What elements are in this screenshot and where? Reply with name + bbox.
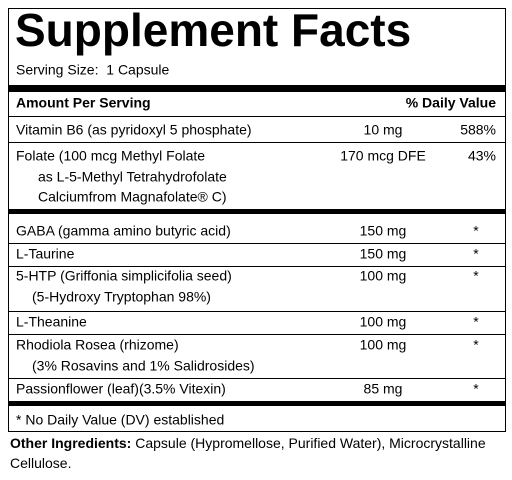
other-ingredients: Other Ingredients: Capsule (Hypromellose… (10, 433, 506, 473)
ingredient-name: GABA (gamma amino butyric acid) (16, 223, 231, 239)
other-text: Capsule (Hypromellose, Purified Water), … (10, 435, 486, 471)
amount: 85 mg (364, 381, 403, 397)
rule (9, 142, 505, 143)
title: Supplement Facts (15, 4, 411, 56)
footnote: * No Daily Value (DV) established (16, 412, 224, 428)
ingredient-name: L-Taurine (16, 246, 75, 262)
dv-label: % Daily Value (406, 95, 496, 111)
daily-value: * (473, 268, 479, 284)
ingredient-name: Folate (100 mcg Methyl Folate (16, 148, 205, 164)
ingredient-name: as L-5-Methyl Tetrahydrofolate (38, 169, 227, 185)
rule (9, 243, 505, 244)
daily-value: * (473, 337, 479, 353)
daily-value: 43% (468, 148, 496, 164)
rule (9, 311, 505, 312)
ingredient-name: (5-Hydroxy Tryptophan 98%) (32, 289, 211, 305)
rule (9, 116, 505, 117)
amount: 150 mg (360, 223, 407, 239)
rule (9, 334, 505, 335)
daily-value: * (473, 314, 479, 330)
rule (9, 401, 505, 406)
ingredient-name: Calciumfrom Magnafolate® C) (38, 189, 227, 205)
amount: 170 mcg DFE (340, 148, 426, 164)
daily-value: * (473, 223, 479, 239)
rule (9, 378, 505, 379)
ingredient-name: L-Theanine (16, 314, 87, 330)
amount: 10 mg (364, 122, 403, 138)
facts-panel: Supplement Facts Serving Size: 1 Capsule… (8, 4, 506, 432)
ingredient-name: Vitamin B6 (as pyridoxyl 5 phosphate) (16, 122, 252, 138)
rule (9, 266, 505, 267)
amount: 150 mg (360, 246, 407, 262)
other-label: Other Ingredients: (10, 435, 132, 451)
rule (9, 209, 505, 214)
amount: 100 mg (360, 337, 407, 353)
ingredient-name: Rhodiola Rosea (rhizome) (16, 337, 179, 353)
daily-value: 588% (460, 122, 496, 138)
amount: 100 mg (360, 268, 407, 284)
ingredient-name: (3% Rosavins and 1% Salidrosides) (32, 358, 255, 374)
ingredient-name: Passionflower (leaf)(3.5% Vitexin) (16, 381, 226, 397)
amount: 100 mg (360, 314, 407, 330)
panel-border (8, 8, 506, 432)
serving-size: Serving Size: 1 Capsule (16, 62, 170, 78)
ingredient-name: 5-HTP (Griffonia simplicifolia seed) (16, 268, 232, 284)
daily-value: * (473, 381, 479, 397)
thick-rule (9, 85, 505, 92)
daily-value: * (473, 246, 479, 262)
amount-label: Amount Per Serving (16, 95, 151, 111)
